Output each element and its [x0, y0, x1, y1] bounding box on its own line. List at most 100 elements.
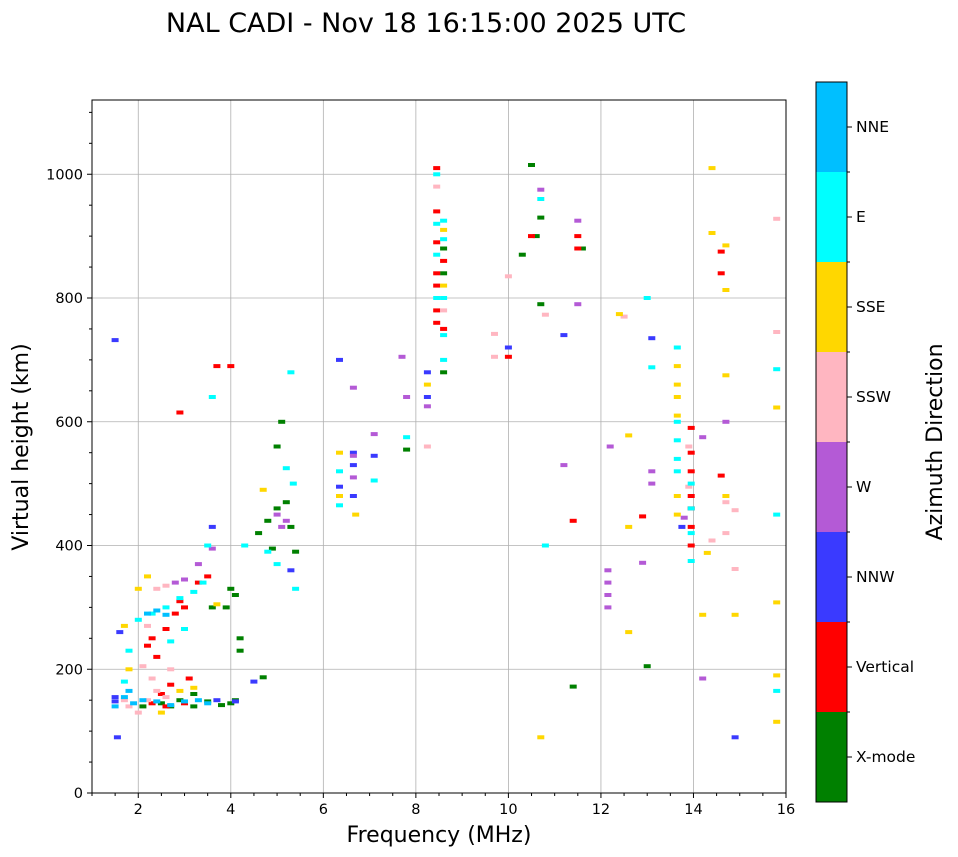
echo-point-e: [120, 679, 128, 684]
colorbar-tick-label: NNE: [856, 118, 889, 136]
echo-point-sse: [773, 600, 781, 605]
echo-point-w: [194, 562, 202, 567]
echo-point-ssw: [731, 508, 739, 513]
echo-point-e: [673, 438, 681, 443]
echo-point-ssw: [139, 664, 147, 669]
echo-point-ssw: [685, 484, 693, 489]
echo-point-w: [604, 580, 612, 585]
echo-point-w: [398, 354, 406, 359]
echo-point-sse: [423, 382, 431, 387]
echo-point-nnw: [349, 450, 357, 455]
echo-point-sse: [722, 243, 730, 248]
echo-point-ssw: [120, 698, 128, 703]
colorbar-segment: [816, 442, 847, 532]
echo-point-nnw: [231, 699, 239, 704]
echo-point-ssw: [148, 676, 156, 681]
echo-point-w: [699, 435, 707, 440]
echo-point-e: [433, 252, 441, 257]
echo-point-sse: [673, 413, 681, 418]
echo-point-nne: [139, 698, 147, 703]
echo-point-sse: [336, 450, 343, 455]
echo-point-x-mode: [537, 302, 545, 307]
echo-point-nnw: [111, 695, 119, 700]
chart-title: NAL CADI - Nov 18 16:15:00 2025 UTC: [166, 8, 686, 39]
echo-point-e: [336, 503, 343, 508]
echo-point-e: [162, 605, 170, 610]
echo-point-vertical: [162, 704, 170, 709]
echo-point-ssw: [153, 688, 161, 693]
echo-point-e: [433, 172, 441, 177]
echo-point-ssw: [144, 698, 151, 703]
echo-point-vertical: [204, 574, 212, 579]
echo-point-vertical: [433, 308, 441, 313]
colorbar-tick-label: X-mode: [856, 748, 915, 766]
echo-point-nne: [194, 698, 202, 703]
echo-point-e: [134, 617, 142, 622]
echo-point-w: [604, 568, 612, 573]
echo-point-vertical: [433, 283, 441, 288]
echo-point-vertical: [569, 518, 577, 523]
colorbar-segment: [816, 172, 847, 262]
echo-point-w: [181, 577, 188, 582]
echo-point-sse: [615, 312, 623, 317]
echo-point-w: [680, 515, 688, 520]
echo-point-w: [574, 218, 582, 223]
echo-point-e: [673, 456, 681, 461]
echo-point-nnw: [423, 395, 431, 399]
echo-point-sse: [722, 288, 730, 292]
colorbar-segment: [816, 82, 847, 172]
echo-point-nnw: [213, 698, 221, 703]
echo-point-sse: [537, 735, 545, 740]
echo-point-sse: [144, 574, 151, 579]
echo-point-nnw: [731, 735, 739, 740]
echo-point-vertical: [167, 682, 175, 687]
echo-point-x-mode: [292, 549, 300, 554]
echo-point-nnw: [111, 699, 119, 704]
echo-point-x-mode: [440, 246, 448, 251]
echo-point-sse: [176, 688, 184, 693]
echo-point-e: [541, 543, 549, 548]
echo-point-nnw: [287, 568, 295, 573]
echo-point-vertical: [687, 425, 695, 430]
echo-point-e: [264, 549, 272, 554]
echo-point-vertical: [440, 326, 448, 331]
echo-point-x-mode: [273, 444, 281, 449]
echo-point-sse: [125, 667, 133, 672]
echo-point-e: [336, 469, 343, 474]
colorbar: X-mode Vertical NNW W SSW SSE E NNE: [815, 81, 915, 803]
echo-point-ssw: [773, 330, 781, 334]
echo-point-sse: [134, 586, 142, 591]
echo-point-x-mode: [236, 636, 244, 641]
echo-point-e: [773, 367, 781, 372]
echo-point-e: [181, 627, 188, 631]
y-axis-label: Virtual height (km): [9, 343, 34, 550]
echo-point-ssw: [620, 314, 628, 319]
echo-point-x-mode: [440, 370, 448, 375]
echo-point-e: [148, 611, 156, 616]
echo-point-e: [648, 365, 656, 370]
echo-point-ssw: [491, 354, 498, 359]
echo-point-e: [440, 357, 448, 362]
echo-point-x-mode: [236, 648, 244, 653]
echo-point-sse: [673, 382, 681, 387]
y-tick-label: 200: [55, 662, 83, 678]
echo-point-sse: [352, 512, 360, 517]
echo-point-x-mode: [231, 593, 239, 597]
echo-point-ssw: [731, 567, 739, 571]
colorbar-segment: [816, 262, 847, 352]
echo-point-nne: [130, 701, 138, 706]
colorbar-segment: [816, 532, 847, 622]
echo-point-sse: [708, 166, 716, 171]
echo-point-sse: [773, 405, 781, 410]
echo-point-w: [370, 432, 378, 437]
echo-point-e: [673, 345, 681, 350]
colorbar-tick-label: W: [856, 478, 871, 496]
echo-point-w: [208, 546, 216, 551]
echo-point-nne: [153, 608, 161, 613]
echo-point-ssw: [504, 274, 512, 279]
echo-point-e: [273, 562, 281, 567]
colorbar-segment: [816, 622, 847, 712]
echo-point-e: [433, 221, 441, 226]
echo-point-vertical: [574, 246, 582, 251]
echo-point-vertical: [687, 450, 695, 455]
